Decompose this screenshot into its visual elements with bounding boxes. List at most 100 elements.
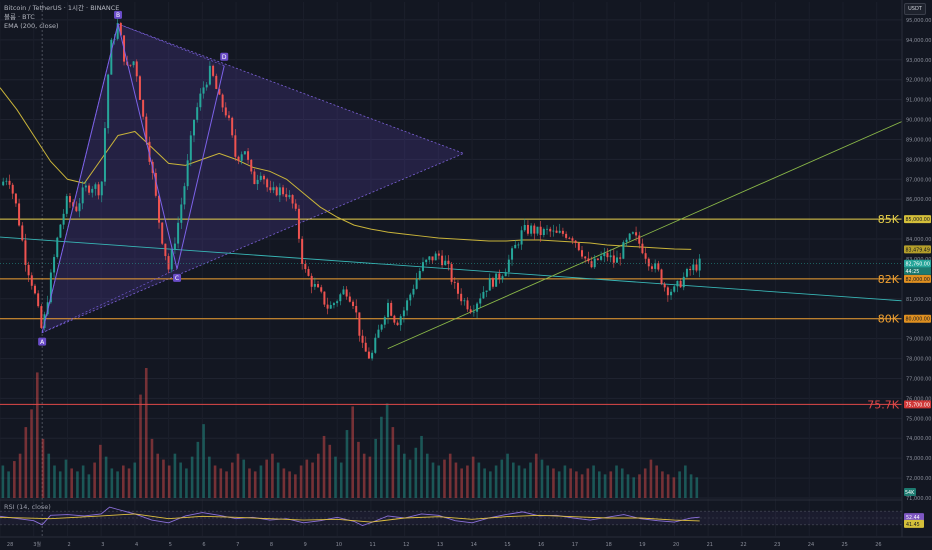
candle-body (317, 284, 320, 288)
price-tick: 76,000.00 (906, 396, 931, 402)
candle-body (100, 181, 103, 196)
candle-body (68, 196, 71, 203)
candle-body (619, 257, 622, 259)
volume-bar (500, 459, 504, 498)
countdown-text: 44:25 (906, 269, 920, 275)
volume-bar (580, 474, 584, 498)
harmonic-ac (42, 268, 178, 333)
candle-body (507, 259, 510, 272)
rsi-ma-line (0, 513, 700, 523)
candle-body (193, 119, 196, 136)
candle-body (323, 291, 326, 305)
candle-body (670, 291, 673, 296)
volume-bar (99, 444, 102, 498)
rsi-label[interactable]: RSI (14, close) (4, 503, 51, 511)
time-tick: 25 (841, 542, 847, 548)
candle-body (234, 135, 237, 157)
candle-body (491, 278, 494, 287)
candle-body (581, 250, 584, 257)
candle-body (173, 243, 176, 250)
candle-body (135, 61, 138, 77)
candle-body (574, 240, 577, 243)
candle-body (555, 230, 558, 233)
candle-body (682, 276, 685, 288)
volume-bar (58, 471, 62, 498)
price-badge (904, 400, 931, 409)
volume-badge (904, 488, 916, 496)
candle-body (641, 243, 644, 254)
candle-body (466, 300, 469, 310)
volume-bar (242, 459, 246, 498)
candle-body (692, 264, 695, 271)
price-tick: 89,000.00 (906, 137, 931, 143)
candle-body (647, 258, 650, 267)
candle-body (202, 87, 205, 94)
candle-body (485, 290, 488, 292)
volume-bar (196, 441, 200, 498)
candle-body (603, 252, 606, 257)
candle-body (590, 261, 593, 268)
candle-body (297, 208, 300, 239)
candle-body (412, 288, 415, 295)
candle-body (615, 257, 618, 263)
volume-bar (18, 453, 22, 498)
time-tick: 13 (437, 542, 443, 548)
candle-body (8, 180, 11, 185)
candle-body (638, 235, 641, 244)
candle-body (116, 23, 119, 39)
harmonic-point-label: C (175, 275, 179, 282)
volume-bar (443, 459, 446, 498)
price-badge (904, 259, 931, 268)
volume-bar (626, 474, 630, 498)
volume-bar (552, 468, 555, 498)
volume-bar (466, 465, 469, 498)
candle-body (600, 256, 603, 260)
candle-body (447, 260, 450, 265)
time-tick: 4 (135, 542, 138, 548)
candle-body (27, 264, 30, 276)
volume-bar (643, 468, 647, 498)
volume-bar (483, 468, 486, 498)
volume-bar (339, 462, 343, 498)
volume-bar (299, 465, 303, 498)
candle-body (539, 226, 542, 236)
candle-body (103, 128, 106, 182)
candle-body (154, 172, 157, 196)
candle-body (571, 238, 574, 241)
rsi-pane (0, 499, 902, 526)
level-label: 75.7K (867, 398, 899, 411)
candle-body (212, 65, 215, 76)
volume-bar (380, 416, 383, 498)
volume-bar (225, 471, 228, 498)
candle-body (170, 249, 173, 270)
candle-body (409, 294, 412, 301)
volume-bar (35, 372, 39, 498)
time-tick: 23 (774, 542, 780, 548)
currency-button[interactable]: USDT (904, 3, 926, 15)
candle-body (5, 180, 8, 182)
volume-bar (575, 471, 578, 498)
volume-bar (259, 465, 263, 498)
candle-body (526, 224, 529, 234)
volume-bar (425, 453, 429, 498)
candle-body (119, 23, 122, 36)
ema-label[interactable]: EMA (200, close) (4, 22, 59, 30)
volume-bar (494, 465, 498, 498)
harmonic-bd (117, 23, 225, 67)
candle-body (84, 185, 87, 188)
rsi-ma-badge (904, 519, 924, 528)
symbol-info[interactable]: Bitcoin / TetherUS · 1시간 · BINANCE (4, 4, 120, 12)
candle-body (81, 187, 84, 204)
volume-bar (208, 456, 211, 498)
volume-bar (288, 471, 291, 498)
candle-body (37, 293, 40, 307)
candle-body (326, 304, 329, 309)
candle-body (546, 228, 549, 230)
candle-body (565, 233, 568, 238)
candle-body (355, 306, 358, 313)
candle-body (253, 171, 256, 185)
time-tick: 15 (504, 542, 510, 548)
candle-body (11, 184, 14, 194)
candle-body (536, 226, 539, 234)
